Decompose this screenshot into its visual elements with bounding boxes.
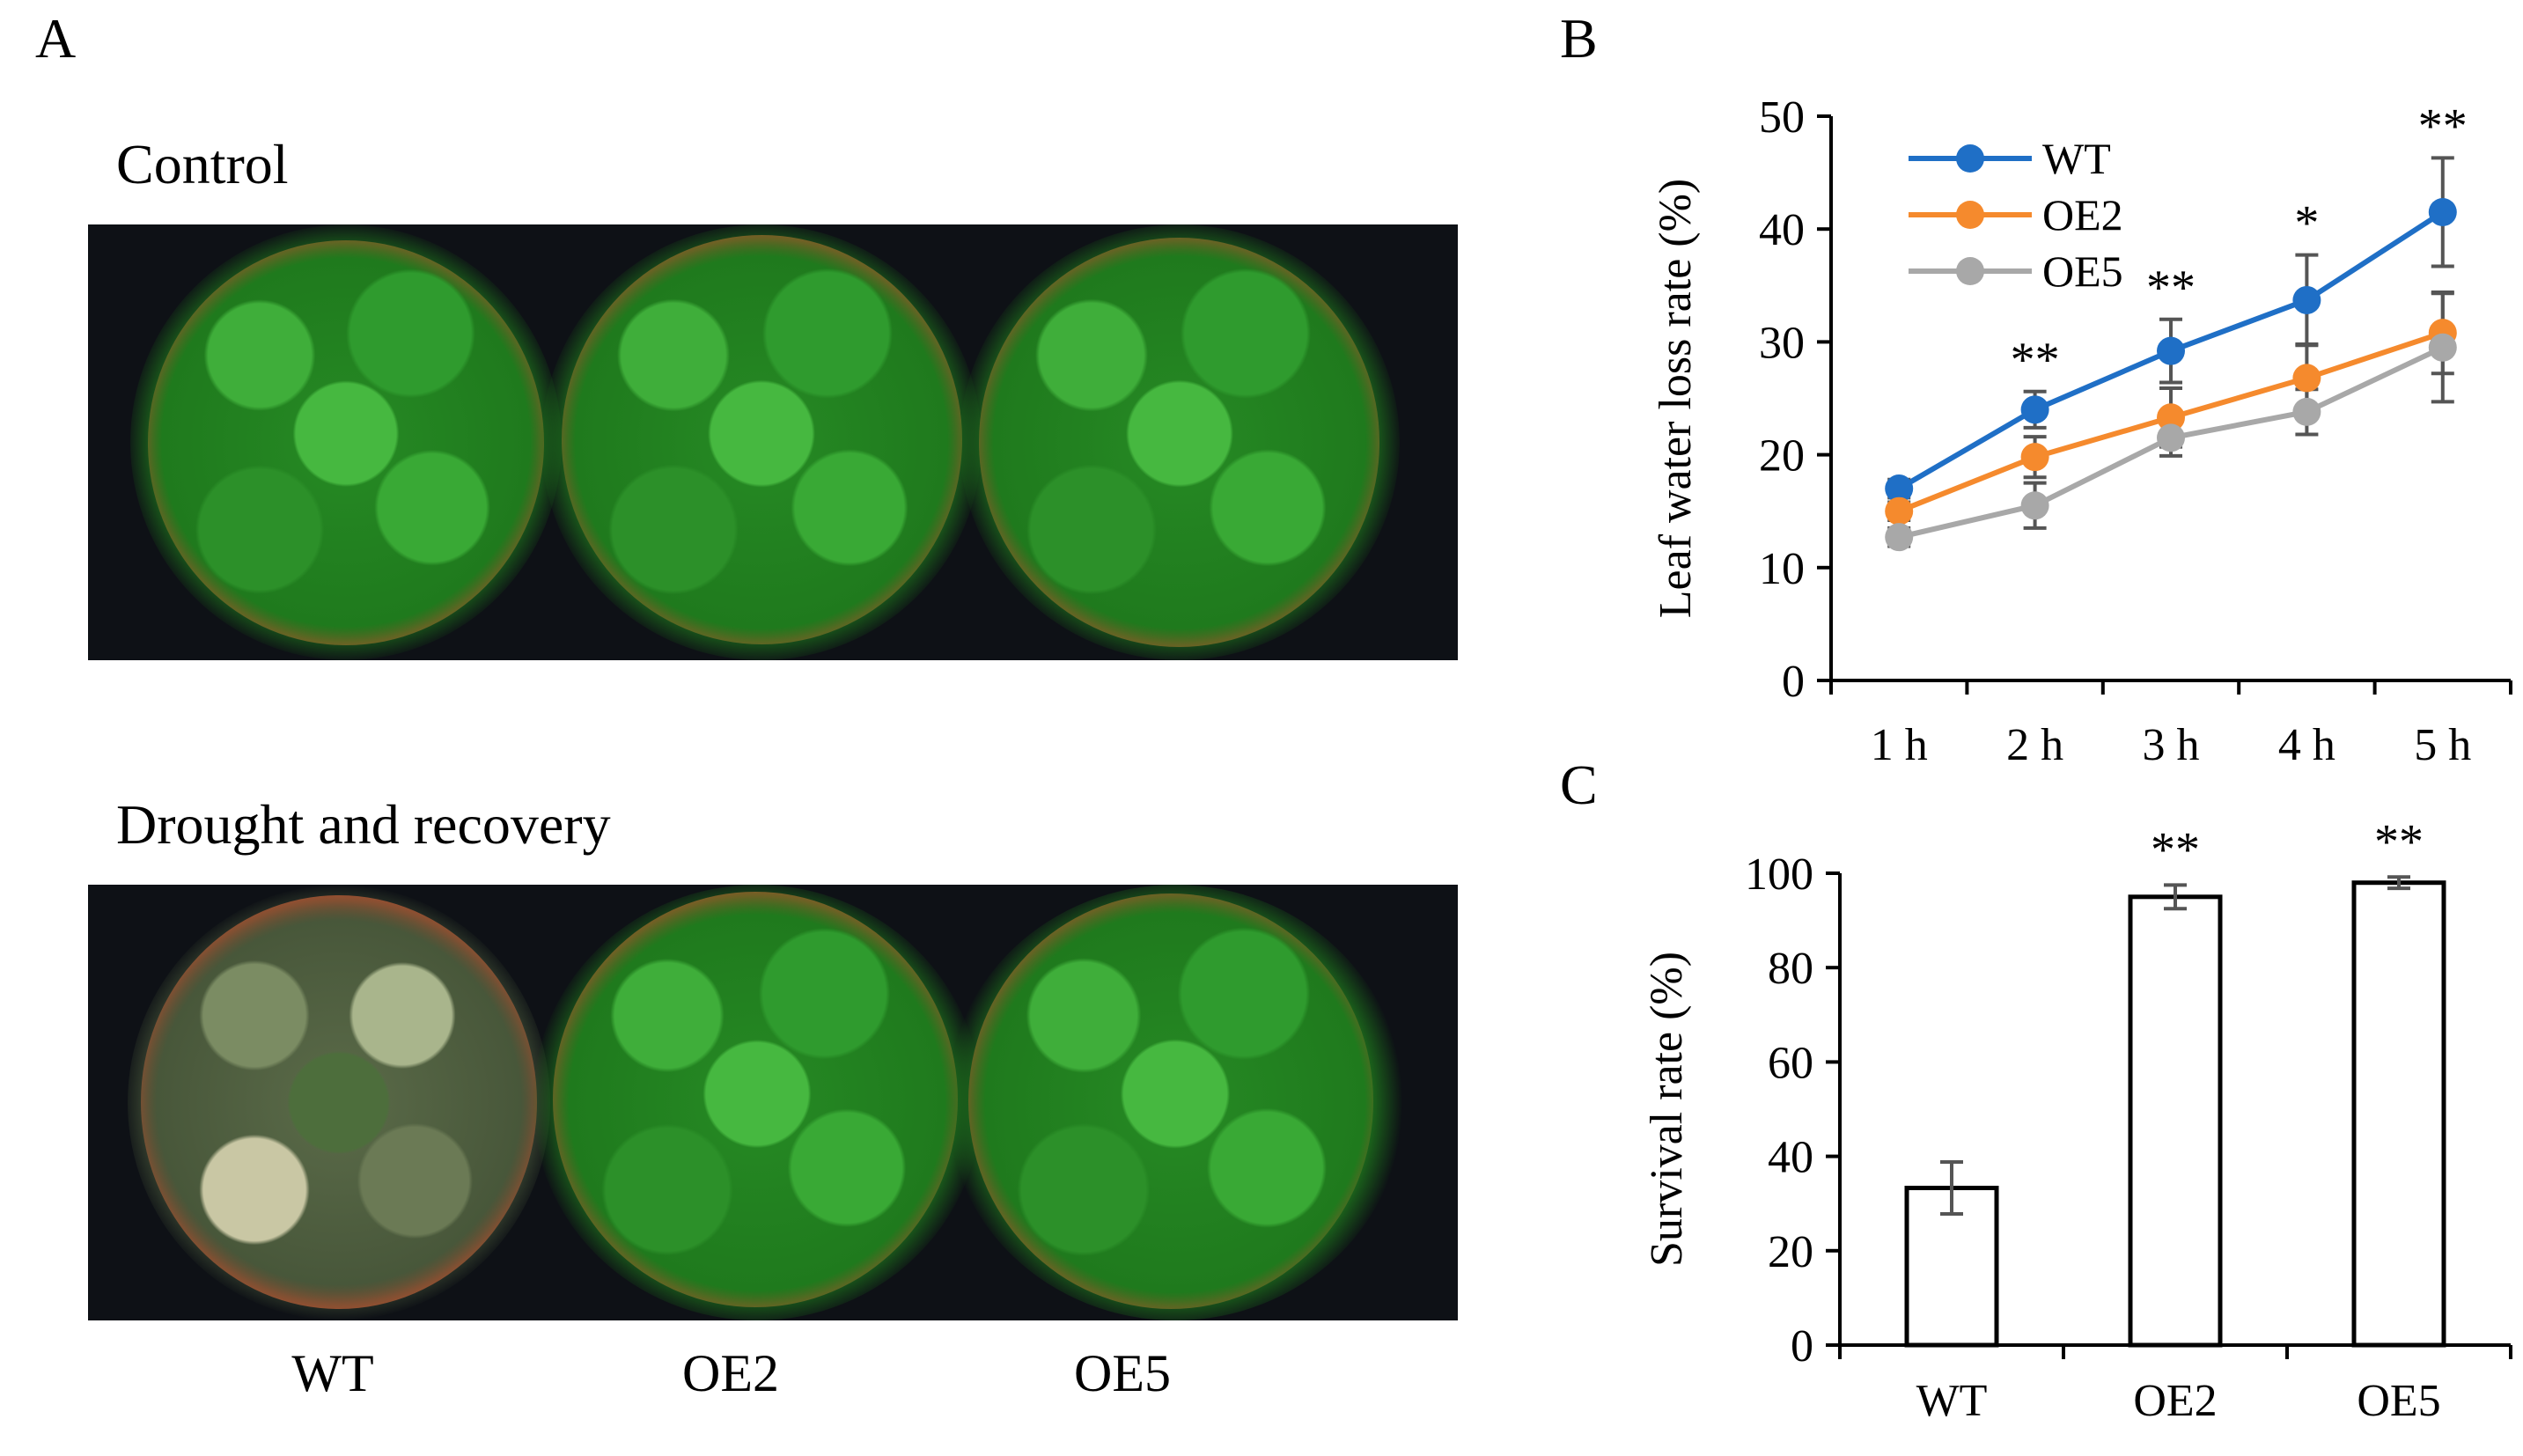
b-x-tick-label: 2 h <box>2006 720 2063 770</box>
b-point-wt <box>2020 395 2049 424</box>
panel-letter-a: A <box>35 7 77 70</box>
genotype-label-oe2: OE2 <box>682 1344 779 1402</box>
oe5-drought-plant <box>946 885 1404 1320</box>
b-y-tick-label: 40 <box>1759 205 1805 255</box>
control-heading: Control <box>116 133 289 195</box>
b-legend-marker-oe2 <box>1956 201 1984 229</box>
b-y-tick-label: 10 <box>1759 544 1805 594</box>
b-point-oe5 <box>2020 491 2049 520</box>
panel-letter-b: B <box>1560 7 1598 70</box>
drought-photo <box>88 885 1458 1320</box>
b-point-wt <box>2292 285 2321 314</box>
b-legend-marker-oe5 <box>1956 257 1984 285</box>
b-y-axis-label: Leaf water loss rate (%) <box>1651 179 1701 619</box>
c-y-tick-label: 20 <box>1768 1227 1813 1277</box>
panel-letter-c: C <box>1560 754 1598 816</box>
b-y-tick-label: 0 <box>1782 657 1805 707</box>
genotype-label-wt: WT <box>291 1344 374 1402</box>
c-x-tick-label: WT <box>1916 1376 1988 1426</box>
c-x-tick-label: OE5 <box>2357 1376 2440 1426</box>
b-point-oe2 <box>1885 496 1914 526</box>
c-y-tick-label: 40 <box>1768 1133 1813 1183</box>
b-significance-mark: * <box>2294 196 2319 251</box>
b-legend-marker-wt <box>1956 144 1984 173</box>
control-photo <box>88 224 1458 660</box>
c-y-axis-label: Survival rate (%) <box>1642 952 1692 1267</box>
b-legend-label-wt: WT <box>2042 134 2111 183</box>
b-point-oe2 <box>2020 443 2049 472</box>
drought-heading: Drought and recovery <box>116 793 611 856</box>
b-x-tick-label: 4 h <box>2278 720 2335 770</box>
oe5-control-plant <box>960 224 1400 660</box>
b-significance-mark: ** <box>2418 99 2468 153</box>
c-y-tick-label: 0 <box>1791 1321 1813 1371</box>
b-point-oe5 <box>2292 397 2321 426</box>
b-x-tick-label: 1 h <box>1871 720 1928 770</box>
b-point-wt <box>2428 197 2457 226</box>
c-bar-oe2 <box>2128 894 2223 1348</box>
c-significance-mark: ** <box>2374 814 2424 869</box>
wt-drought-plant <box>128 885 550 1320</box>
c-significance-mark: ** <box>2151 822 2200 877</box>
b-x-tick-label: 5 h <box>2414 720 2471 770</box>
b-x-tick-label: 3 h <box>2143 720 2200 770</box>
b-y-tick-label: 50 <box>1759 92 1805 143</box>
b-point-wt <box>1885 474 1914 504</box>
c-y-tick-label: 60 <box>1768 1038 1813 1088</box>
b-significance-mark: ** <box>2011 333 2060 387</box>
genotype-label-oe5: OE5 <box>1074 1344 1171 1402</box>
b-point-oe5 <box>2428 333 2457 362</box>
b-point-oe2 <box>2157 403 2185 432</box>
c-x-tick-label: OE2 <box>2133 1376 2217 1426</box>
b-y-tick-label: 20 <box>1759 431 1805 482</box>
b-point-wt <box>2157 336 2185 365</box>
b-legend-label-oe2: OE2 <box>2042 190 2123 239</box>
c-bar-oe5 <box>2351 880 2446 1348</box>
b-significance-mark: ** <box>2146 261 2196 315</box>
b-point-oe5 <box>2157 423 2185 452</box>
oe2-control-plant <box>541 224 982 660</box>
c-y-tick-label: 80 <box>1768 944 1813 994</box>
c-y-tick-label: 100 <box>1745 849 1813 900</box>
wt-control-plant <box>130 224 562 660</box>
oe2-drought-plant <box>533 885 982 1320</box>
b-legend-label-oe5: OE5 <box>2042 246 2123 296</box>
b-point-oe5 <box>1885 523 1914 552</box>
b-point-oe2 <box>2292 364 2321 393</box>
b-y-tick-label: 30 <box>1759 318 1805 368</box>
